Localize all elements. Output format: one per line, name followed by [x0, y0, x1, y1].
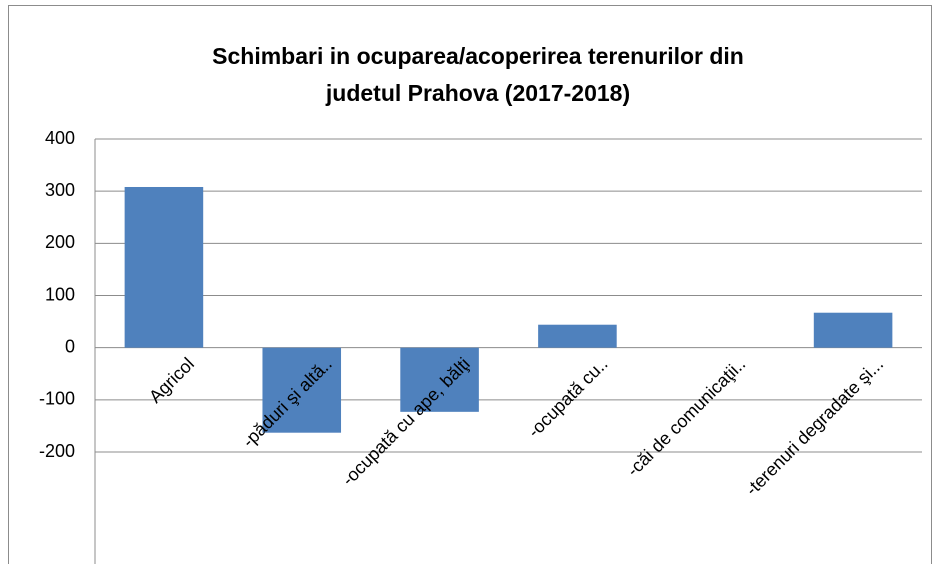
- y-tick-label: 200: [45, 232, 75, 252]
- bar: [400, 347, 479, 412]
- x-tick-label: Agricol: [145, 354, 198, 407]
- y-tick-label: 0: [65, 336, 75, 356]
- chart-title: Schimbari in ocuparea/acoperirea terenur…: [212, 43, 744, 106]
- y-tick-label: 300: [45, 180, 75, 200]
- bar: [124, 186, 204, 348]
- y-tick-label: -100: [39, 389, 75, 409]
- bar: [262, 347, 342, 433]
- bar: [813, 312, 893, 348]
- x-tick-label: -terenuri degradate şi...: [742, 354, 888, 500]
- bar: [538, 324, 617, 348]
- y-tick-label: -200: [39, 441, 75, 461]
- y-tick-label: 100: [45, 284, 75, 304]
- chart-border: [8, 5, 932, 564]
- x-tick-label: -ocupată cu..: [524, 354, 612, 442]
- y-tick-label: 400: [45, 128, 75, 148]
- x-tick-label: -căi de comunicaţii..: [623, 354, 750, 481]
